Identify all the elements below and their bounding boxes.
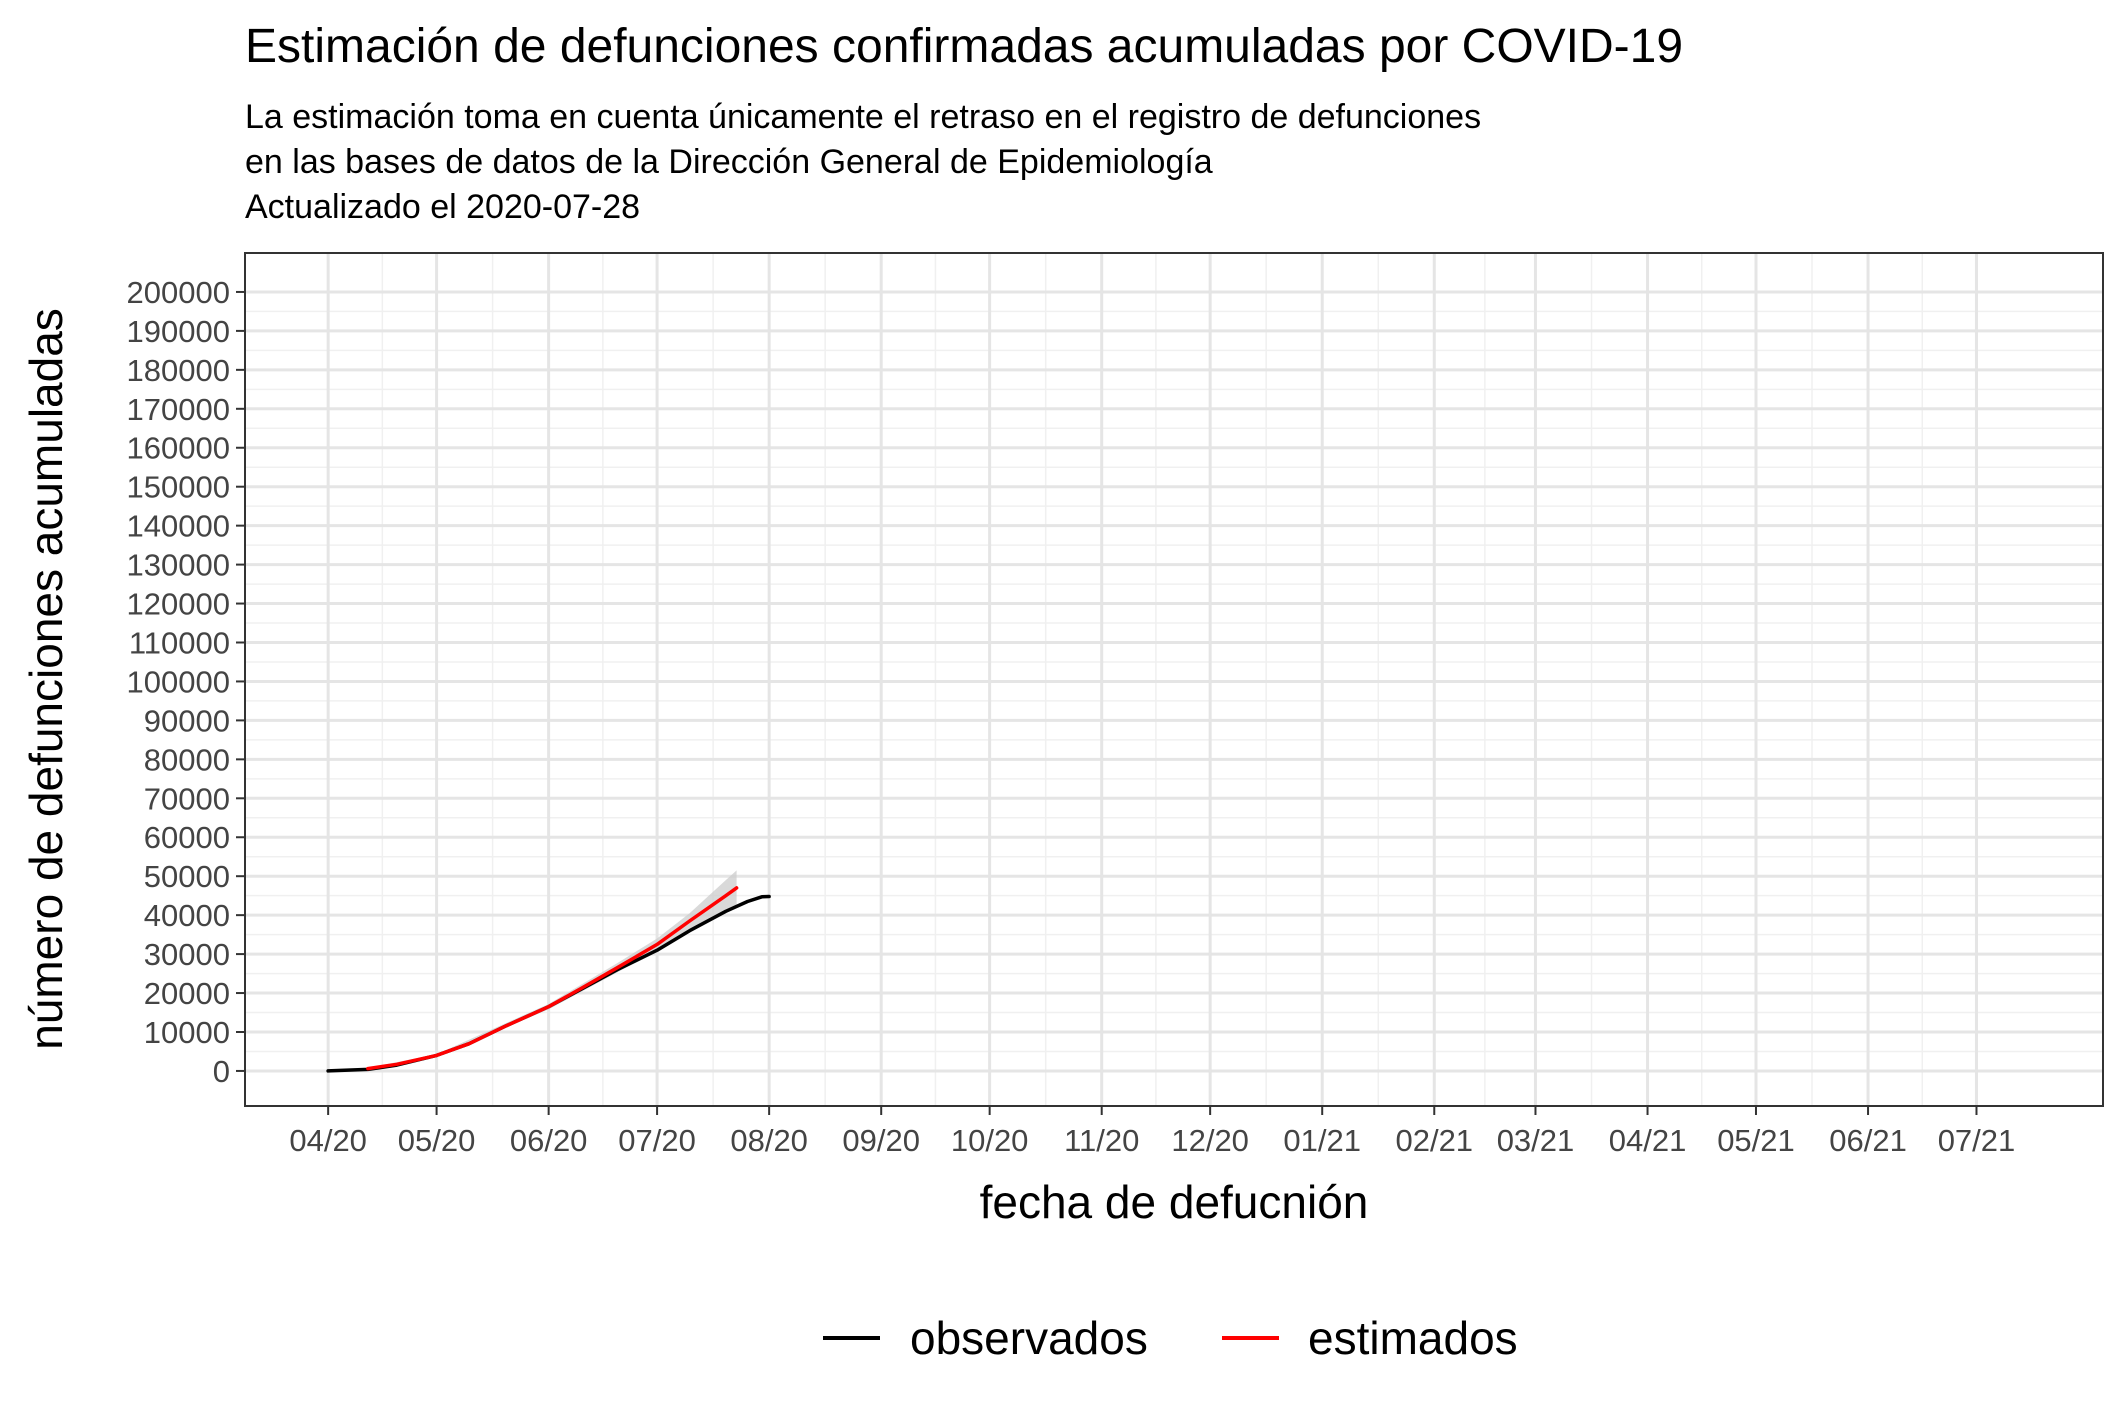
y-tick-label: 120000 [127,587,230,622]
y-tick-label: 0 [213,1054,230,1089]
chart-subtitle-line-2: en las bases de datos de la Dirección Ge… [245,143,1213,181]
y-tick-label: 50000 [144,859,230,894]
series-layer [326,886,771,1073]
y-tick-label: 40000 [144,898,230,933]
series-line-estimados [366,886,739,1071]
legend-label-observados: observados [910,1312,1148,1364]
chart-subtitle-line-3: Actualizado el 2020-07-28 [245,188,640,226]
y-tick-label: 10000 [144,1015,230,1050]
y-tick-label: 140000 [127,509,230,544]
x-tick-label: 04/21 [1609,1123,1687,1158]
y-tick-label: 190000 [127,314,230,349]
legend-label-estimados: estimados [1308,1312,1518,1364]
x-tick-label: 09/20 [842,1123,920,1158]
y-tick-label: 90000 [144,703,230,738]
gridlines [245,253,2103,1106]
y-tick-label: 200000 [127,275,230,310]
x-tick-label: 08/20 [730,1123,808,1158]
x-tick-label: 12/20 [1171,1123,1249,1158]
y-tick-label: 150000 [127,470,230,505]
x-tick-label: 06/21 [1829,1123,1907,1158]
y-tick-label: 70000 [144,781,230,816]
x-axis-title: fecha de defucnión [980,1176,1369,1228]
x-tick-label: 03/21 [1497,1123,1575,1158]
x-tick-label: 07/21 [1938,1123,2016,1158]
x-tick-label: 06/20 [510,1123,588,1158]
y-tick-label: 160000 [127,431,230,466]
x-tick-label: 05/20 [398,1123,476,1158]
x-tick-label: 02/21 [1395,1123,1473,1158]
y-tick-label: 100000 [127,664,230,699]
x-tick-label: 04/20 [289,1123,367,1158]
y-tick-label: 130000 [127,548,230,583]
x-axis: 04/20 05/20 06/20 07/20 08/20 09/20 10/20 11/20… [289,1106,2015,1158]
plot-panel-border [244,252,2104,1107]
y-axis-title: número de defunciones acumuladas [20,308,72,1050]
chart-title: Estimación de defunciones confirmadas ac… [245,20,1683,73]
legend: observados estimados [823,1312,1518,1364]
chart-subtitle-line-1: La estimación toma en cuenta únicamente … [245,98,1481,136]
y-tick-label: 170000 [127,392,230,427]
y-axis: 0 10000 20000 30000 40000 50000 60000 70000 8000… [127,275,245,1089]
y-tick-label: 180000 [127,353,230,388]
plot-background [245,253,2103,1106]
x-tick-label: 11/20 [1064,1123,1139,1158]
x-tick-label: 05/21 [1717,1123,1795,1158]
y-tick-label: 80000 [144,742,230,777]
x-tick-label: 01/21 [1283,1123,1361,1158]
y-tick-label: 60000 [144,820,230,855]
y-tick-label: 20000 [144,976,230,1011]
x-tick-label: 07/20 [618,1123,696,1158]
y-tick-label: 30000 [144,937,230,972]
x-tick-label: 10/20 [951,1123,1029,1158]
y-tick-label: 110000 [129,625,230,660]
